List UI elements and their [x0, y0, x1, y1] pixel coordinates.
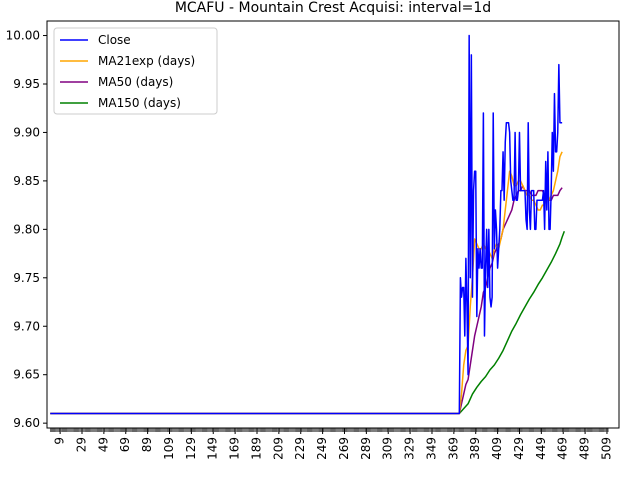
series-line-close [50, 34, 563, 415]
y-tick-label: 9.65 [13, 368, 40, 382]
x-tick-label: 509 [599, 437, 613, 460]
x-tick-label: 129 [184, 437, 198, 460]
x-tick-label: 309 [381, 437, 395, 460]
y-axis: 9.60 9.65 9.70 9.75 9.80 9.85 9.90 9.95 10.00 [6, 29, 47, 430]
x-tick-label: 169 [228, 437, 242, 460]
x-tick-label: 389 [468, 437, 482, 460]
y-tick-label: 9.80 [13, 222, 40, 236]
legend-label-ma150-days: MA150 (days) [98, 96, 181, 110]
y-tick-label: 9.95 [13, 77, 40, 91]
plot-frame [46, 20, 620, 429]
y-tick-label: 9.60 [13, 416, 40, 430]
plot-area [50, 34, 566, 415]
x-tick-label: 409 [490, 437, 504, 460]
y-tick-label: 9.85 [13, 174, 40, 188]
legend-label-ma21exp-days: MA21exp (days) [98, 54, 195, 68]
x-tick-label: 369 [446, 437, 460, 460]
legend-label-ma50-days: MA50 (days) [98, 75, 173, 89]
x-tick-label: 269 [337, 437, 351, 460]
x-tick-label: 489 [578, 437, 592, 460]
x-tick-label: 29 [74, 437, 88, 452]
x-tick-label: 349 [424, 437, 438, 460]
series-line-ma150-days [50, 231, 566, 415]
legend: Close MA21exp (days) MA50 (days) MA150 (day… [53, 27, 218, 115]
y-tick-label: 9.70 [13, 319, 40, 333]
x-tick-label: 189 [249, 437, 263, 460]
x-tick-label: 49 [96, 437, 110, 452]
x-tick-label: 449 [534, 437, 548, 460]
y-tick-label: 9.90 [13, 125, 40, 139]
x-tick-label: 229 [293, 437, 307, 460]
legend-box [53, 27, 218, 115]
x-tick-label: 209 [271, 437, 285, 460]
x-tick-label: 89 [140, 437, 154, 452]
chart-title: MCAFU - Mountain Crest Acquisi: interval… [175, 0, 491, 16]
x-tick-label: 289 [359, 437, 373, 460]
x-tick-label: 469 [556, 437, 570, 460]
x-tick-label: 429 [512, 437, 526, 460]
x-tick-label: 69 [118, 437, 132, 452]
x-tick-label: 109 [162, 437, 176, 460]
legend-label-close: Close [98, 33, 131, 47]
x-tick-label: 9 [53, 437, 67, 445]
x-tick-label: 249 [315, 437, 329, 460]
x-axis: 9 29 49 69 89 109 129 149 169 189 209 229 249 269 289 3… [49, 428, 613, 460]
y-tick-label: 10.00 [6, 29, 40, 43]
x-tick-label: 149 [206, 437, 220, 460]
x-tick-label: 329 [403, 437, 417, 460]
y-tick-label: 9.75 [13, 271, 40, 285]
